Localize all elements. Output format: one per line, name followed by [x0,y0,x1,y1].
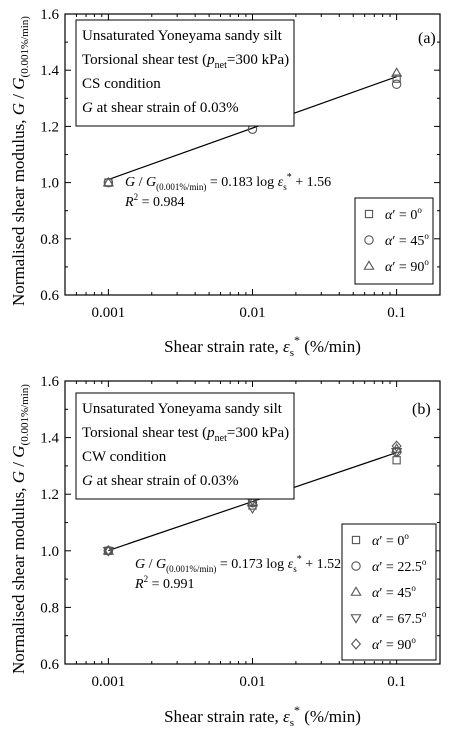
data-point [102,176,115,187]
legend-box [341,523,437,661]
data-point [102,545,115,555]
info-line: Torsional shear test (pnet=300 kPa) [82,425,289,444]
data-point [391,79,402,90]
y-axis-label: Normalised shear modulus, G / G(0.001%/m… [9,16,31,306]
fit-r2: R2 = 0.984 [124,192,184,210]
y-tick-label: 1.6 [40,374,59,390]
panel-label: (b) [412,401,431,418]
info-line: Unsaturated Yoneyama sandy silt [82,28,283,44]
info-line: G at shear strain of 0.03% [82,473,239,489]
info-box [75,19,295,127]
y-tick-label: 1.2 [40,119,59,135]
y-tick-label: 0.6 [40,657,59,673]
x-tick-label: 0.001 [92,305,126,321]
chart-panel: 0.6 0.8 1.0 1.2 1.4 1.6 0.001 0.01 0.1 Unsaturate… [9,374,441,729]
legend-label: α′ = 0o [385,205,422,223]
y-tick-label: 1.4 [40,63,59,79]
info-line: Unsaturated Yoneyama sandy silt [82,401,283,417]
fit-line [108,76,397,181]
legend-label: α′ = 45o [372,583,416,601]
legend-label: α′ = 67.5o [372,609,427,627]
x-tick-label: 0.1 [387,674,406,690]
fit-equation: G / G(0.001%/min) = 0.173 log εs* + 1.52 [135,554,341,574]
legend-label: α′ = 90o [372,635,416,653]
data-point [392,456,401,465]
info-line: Torsional shear test (pnet=300 kPa) [82,52,289,71]
data-point [102,547,115,557]
data-point [390,67,403,77]
y-axis-label: Normalised shear modulus, G / G(0.001%/m… [9,384,31,674]
y-tick-label: 1.4 [40,431,59,447]
x-tick-label: 0.01 [239,305,265,321]
x-tick-label: 0.001 [92,674,126,690]
x-tick-label: 0.1 [387,305,406,321]
info-line: G at shear strain of 0.03% [82,100,239,116]
legend-label: α′ = 0o [372,531,409,549]
legend-label: α′ = 22.5o [372,557,427,575]
info-box [75,392,295,500]
legend-marker [351,561,361,571]
y-tick-label: 1.6 [40,7,59,23]
data-point [391,440,402,452]
info-line: CW condition [82,449,167,465]
data-point [103,545,114,557]
legend-marker [364,235,374,245]
fit-equation: G / G(0.001%/min) = 0.183 log εs* + 1.56 [125,172,331,192]
fit-r2: R2 = 0.991 [134,574,194,592]
x-tick-label: 0.01 [239,674,265,690]
legend-label: α′ = 90o [385,257,429,275]
y-tick-label: 1.0 [40,176,59,192]
legend-marker [364,209,374,219]
legend-marker [351,535,361,545]
x-axis-label: Shear strain rate, εs* (%/min) [164,703,361,729]
data-point [392,74,401,83]
y-tick-label: 0.8 [40,232,59,248]
legend-marker [363,260,375,270]
legend-label: α′ = 45o [385,231,429,249]
data-point [390,447,403,458]
y-tick-label: 1.2 [40,487,59,503]
x-axis-label: Shear strain rate, εs* (%/min) [164,333,361,359]
legend-marker [350,638,362,650]
y-tick-label: 0.8 [40,600,59,616]
info-line: CS condition [82,76,161,92]
legend-marker [350,586,362,596]
chart-panel: 0.6 0.8 1.0 1.2 1.4 1.6 0.001 0.01 0.1 Unsaturate… [9,7,441,359]
y-tick-label: 0.6 [40,288,59,304]
panel-label: (a) [418,30,436,47]
legend-marker [350,614,362,624]
y-tick-label: 1.0 [40,544,59,560]
